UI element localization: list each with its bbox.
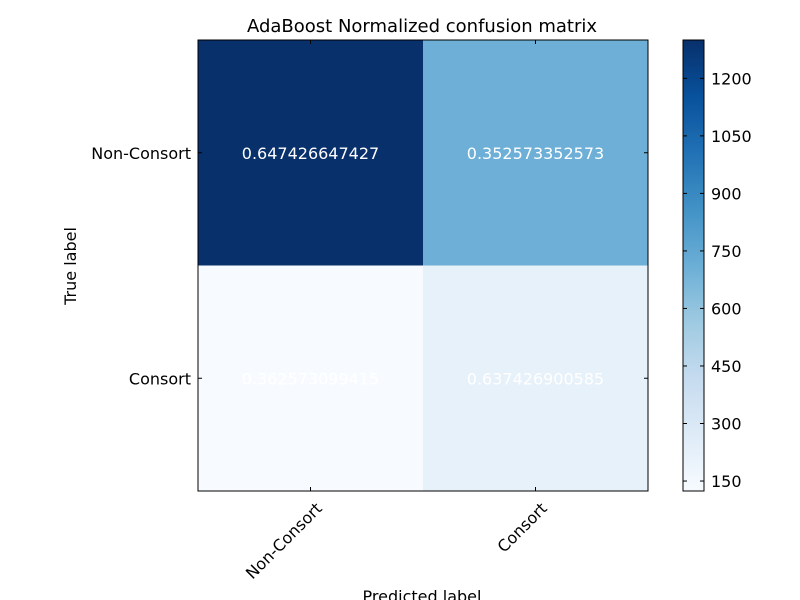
- y-axis-label: True label: [61, 227, 80, 306]
- colorbar-tick-label: 300: [711, 415, 742, 434]
- x-tick-label: Consort: [493, 499, 550, 556]
- cell-value-label: 0.647426647427: [242, 144, 379, 163]
- chart-title: AdaBoost Normalized confusion matrix: [247, 16, 597, 37]
- y-tick-label: Consort: [129, 369, 191, 388]
- cell-value-label: 0.362573099415: [242, 369, 379, 388]
- colorbar-tick-label: 750: [711, 242, 742, 261]
- x-axis-label: Predicted label: [363, 587, 482, 600]
- x-tick-label: Non-Consort: [242, 499, 326, 583]
- colorbar-tick-label: 600: [711, 299, 742, 318]
- colorbar-tick-label: 1200: [711, 69, 752, 88]
- cell-value-label: 0.352573352573: [467, 144, 604, 163]
- heatmap-cell: [423, 40, 649, 266]
- y-tick-labels: Non-Consort Consort: [91, 144, 191, 389]
- x-tick-labels: Non-Consort Consort: [242, 499, 551, 583]
- heatmap-cell-labels: 0.647426647427 0.352573352573 0.3625730994…: [242, 144, 604, 389]
- colorbar-tick-label: 150: [711, 472, 742, 491]
- heatmap-cells: [198, 40, 649, 492]
- heatmap-cell: [423, 265, 649, 492]
- plot-frame: [197, 39, 649, 492]
- heatmap-cell: [198, 265, 424, 492]
- cell-value-label: 0.637426900585: [467, 369, 604, 388]
- y-tick-label: Non-Consort: [91, 144, 191, 163]
- colorbar-ticks: 150 300 450 600 750 900 1050 1200: [683, 69, 752, 491]
- colorbar-tick-label: 900: [711, 184, 742, 203]
- colorbar-tick-label: 450: [711, 357, 742, 376]
- colorbar: [682, 39, 705, 492]
- colorbar-tick-label: 1050: [711, 127, 752, 146]
- heatmap-cell: [198, 40, 424, 266]
- axis-ticks: [198, 40, 648, 491]
